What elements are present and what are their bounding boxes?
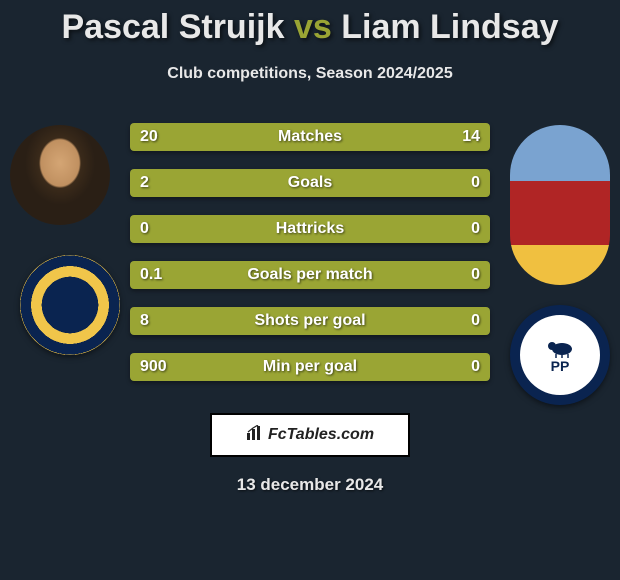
player1-name: Pascal Struijk [61,8,284,46]
stat-label: Matches [130,128,490,146]
stat-left-value: 20 [130,123,168,151]
lamb-icon [540,336,580,358]
stat-row-shots-per-goal: 8 Shots per goal 0 [130,307,490,335]
stat-row-hattricks: 0 Hattricks 0 [130,215,490,243]
player2-club-crest: PP [510,305,610,405]
player1-club-crest [20,255,120,355]
stat-right-value: 0 [461,215,490,243]
comparison-date: 13 december 2024 [0,475,620,495]
stat-right-value: 0 [461,261,490,289]
stat-left-value: 900 [130,353,177,381]
stat-label: Goals [130,174,490,192]
stat-left-value: 0.1 [130,261,172,289]
crest-right-inner: PP [530,330,590,380]
subtitle: Club competitions, Season 2024/2025 [0,65,620,83]
title-vs: vs [294,8,332,46]
player2-name: Liam Lindsay [341,8,558,46]
chart-icon [246,425,264,446]
stat-left-value: 2 [130,169,159,197]
stat-row-goals-per-match: 0.1 Goals per match 0 [130,261,490,289]
stat-right-value: 0 [461,169,490,197]
comparison-title: Pascal Struijk vs Liam Lindsay [0,0,620,47]
comparison-content: PP 20 Matches 14 2 Goals 0 0 Hattricks 0… [0,115,620,395]
crest-right-pp: PP [551,358,570,374]
stat-row-goals: 2 Goals 0 [130,169,490,197]
player2-avatar [510,125,610,285]
player1-avatar [10,125,110,225]
stat-row-matches: 20 Matches 14 [130,123,490,151]
stat-left-value: 8 [130,307,159,335]
fctables-logo: FcTables.com [210,413,410,457]
stat-label: Hattricks [130,220,490,238]
stat-right-value: 14 [452,123,490,151]
stat-right-value: 0 [461,353,490,381]
stat-left-value: 0 [130,215,159,243]
stat-right-value: 0 [461,307,490,335]
stat-row-min-per-goal: 900 Min per goal 0 [130,353,490,381]
stat-label: Shots per goal [130,312,490,330]
logo-text: FcTables.com [268,426,374,444]
stat-label: Goals per match [130,266,490,284]
player1-avatar-image [10,125,110,225]
stat-label: Min per goal [130,358,490,376]
stat-bars: 20 Matches 14 2 Goals 0 0 Hattricks 0 0.… [130,123,490,399]
